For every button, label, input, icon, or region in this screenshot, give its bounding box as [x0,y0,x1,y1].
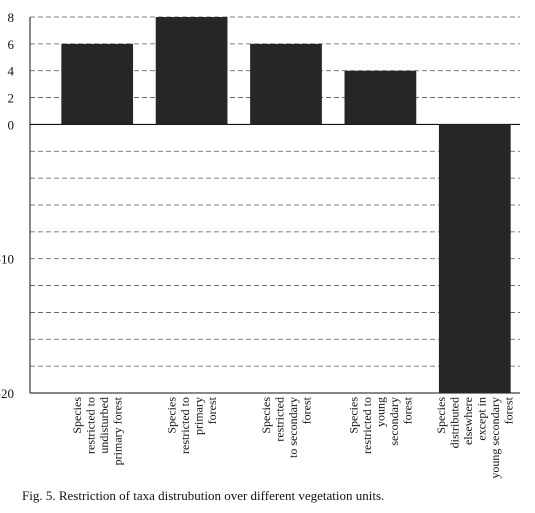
y-tick-label: 6 [8,37,15,52]
x-tick-label: secondary [387,397,401,446]
x-tick-label: forest [205,396,219,424]
x-tick-label: primary forest [110,396,124,465]
x-tick-label: Species [434,397,448,434]
x-tick-label: restricted to [360,397,374,454]
x-tick-label: primary [191,397,205,435]
x-tick-label: forest [400,396,414,424]
bar [61,43,134,125]
y-tick-label: 0 [8,117,15,132]
x-tick-label: restricted to [83,397,97,454]
x-tick-label: elsewhere [461,397,475,445]
x-tick-label: Species [70,397,84,434]
y-tick-label: -10 [0,252,14,267]
x-tick-label: except in [475,397,489,441]
caption: Fig. 5. Restriction of taxa distrubution… [22,488,384,503]
bar [155,17,228,125]
bar [344,70,417,125]
x-tick-label: Species [164,397,178,434]
x-tick-label: distributed [448,397,462,448]
y-tick-label: -20 [0,386,14,401]
x-tick-label: forest [502,396,516,424]
y-tick-label: 2 [8,91,15,106]
x-tick-label: young [373,397,387,427]
x-tick-label: forest [299,396,313,424]
bar [250,43,322,125]
x-tick-label: Species [259,397,273,434]
bar [438,124,511,393]
x-tick-label: young secondary [488,397,502,479]
x-tick-label: restricted to [178,397,192,454]
x-tick-label: restricted [272,397,286,442]
x-tick-label: to secondary [286,397,300,458]
x-tick-label: undisturbed [97,397,111,454]
y-tick-label: 4 [8,64,15,79]
y-tick-label: 8 [8,10,15,25]
x-tick-label: Species [346,397,360,434]
